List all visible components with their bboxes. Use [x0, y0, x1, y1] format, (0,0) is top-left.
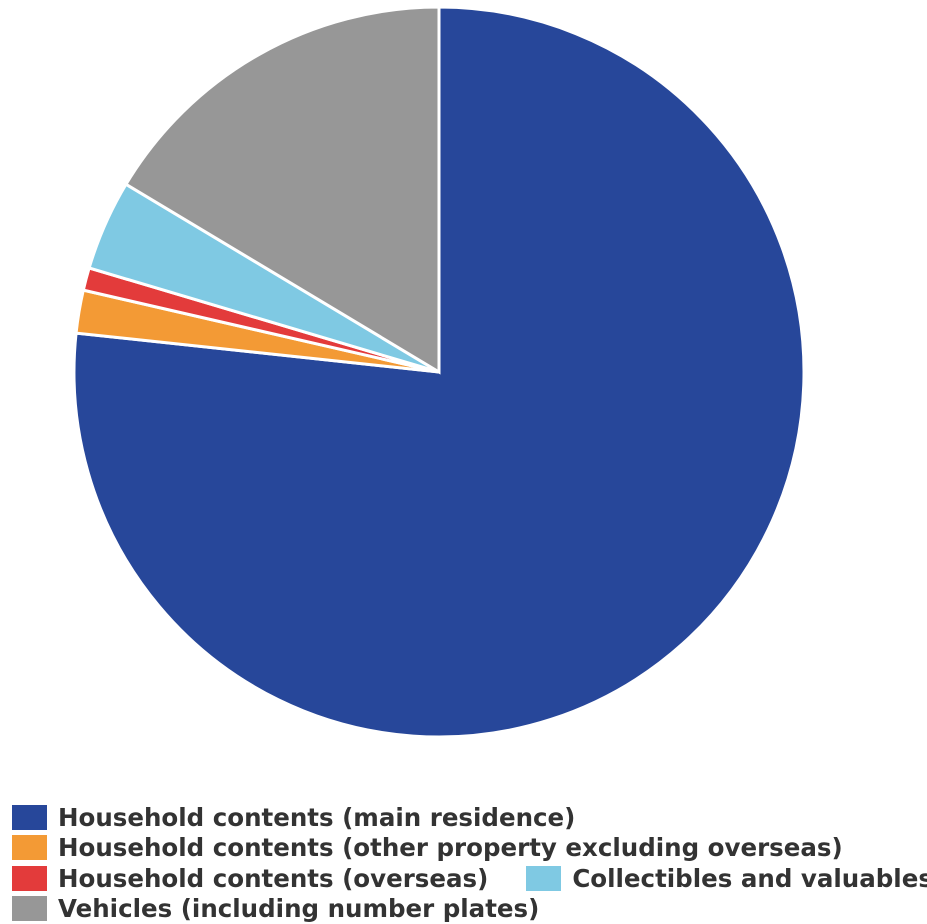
legend-row: Household contents (other property exclu…	[12, 833, 927, 864]
legend-label: Vehicles (including number plates)	[58, 894, 540, 924]
legend-item: Collectibles and valuables	[526, 864, 927, 893]
legend-swatch	[526, 865, 562, 891]
legend-item: Household contents (overseas)	[12, 864, 488, 893]
legend-item: Household contents (other property exclu…	[12, 833, 843, 862]
legend-item: Household contents (main residence)	[12, 803, 575, 832]
legend-label: Household contents (main residence)	[58, 802, 576, 832]
pie-slice-5	[123, 5, 441, 375]
legend-row: Vehicles (including number plates)	[12, 894, 927, 924]
legend-row: Household contents (main residence)	[12, 802, 927, 833]
legend-item: Vehicles (including number plates)	[12, 894, 539, 923]
legend-swatch	[12, 835, 47, 861]
legend-swatch	[12, 865, 47, 891]
legend-label: Household contents (other property exclu…	[58, 833, 843, 863]
legend-swatch	[12, 896, 47, 922]
legend-row: Household contents (overseas) Collectible…	[12, 863, 927, 894]
chart-legend: Household contents (main residence) House…	[12, 802, 927, 924]
legend-swatch	[12, 804, 47, 830]
pie-chart	[72, 5, 806, 739]
legend-label: Collectibles and valuables	[572, 863, 927, 893]
legend-label: Household contents (overseas)	[58, 863, 489, 893]
